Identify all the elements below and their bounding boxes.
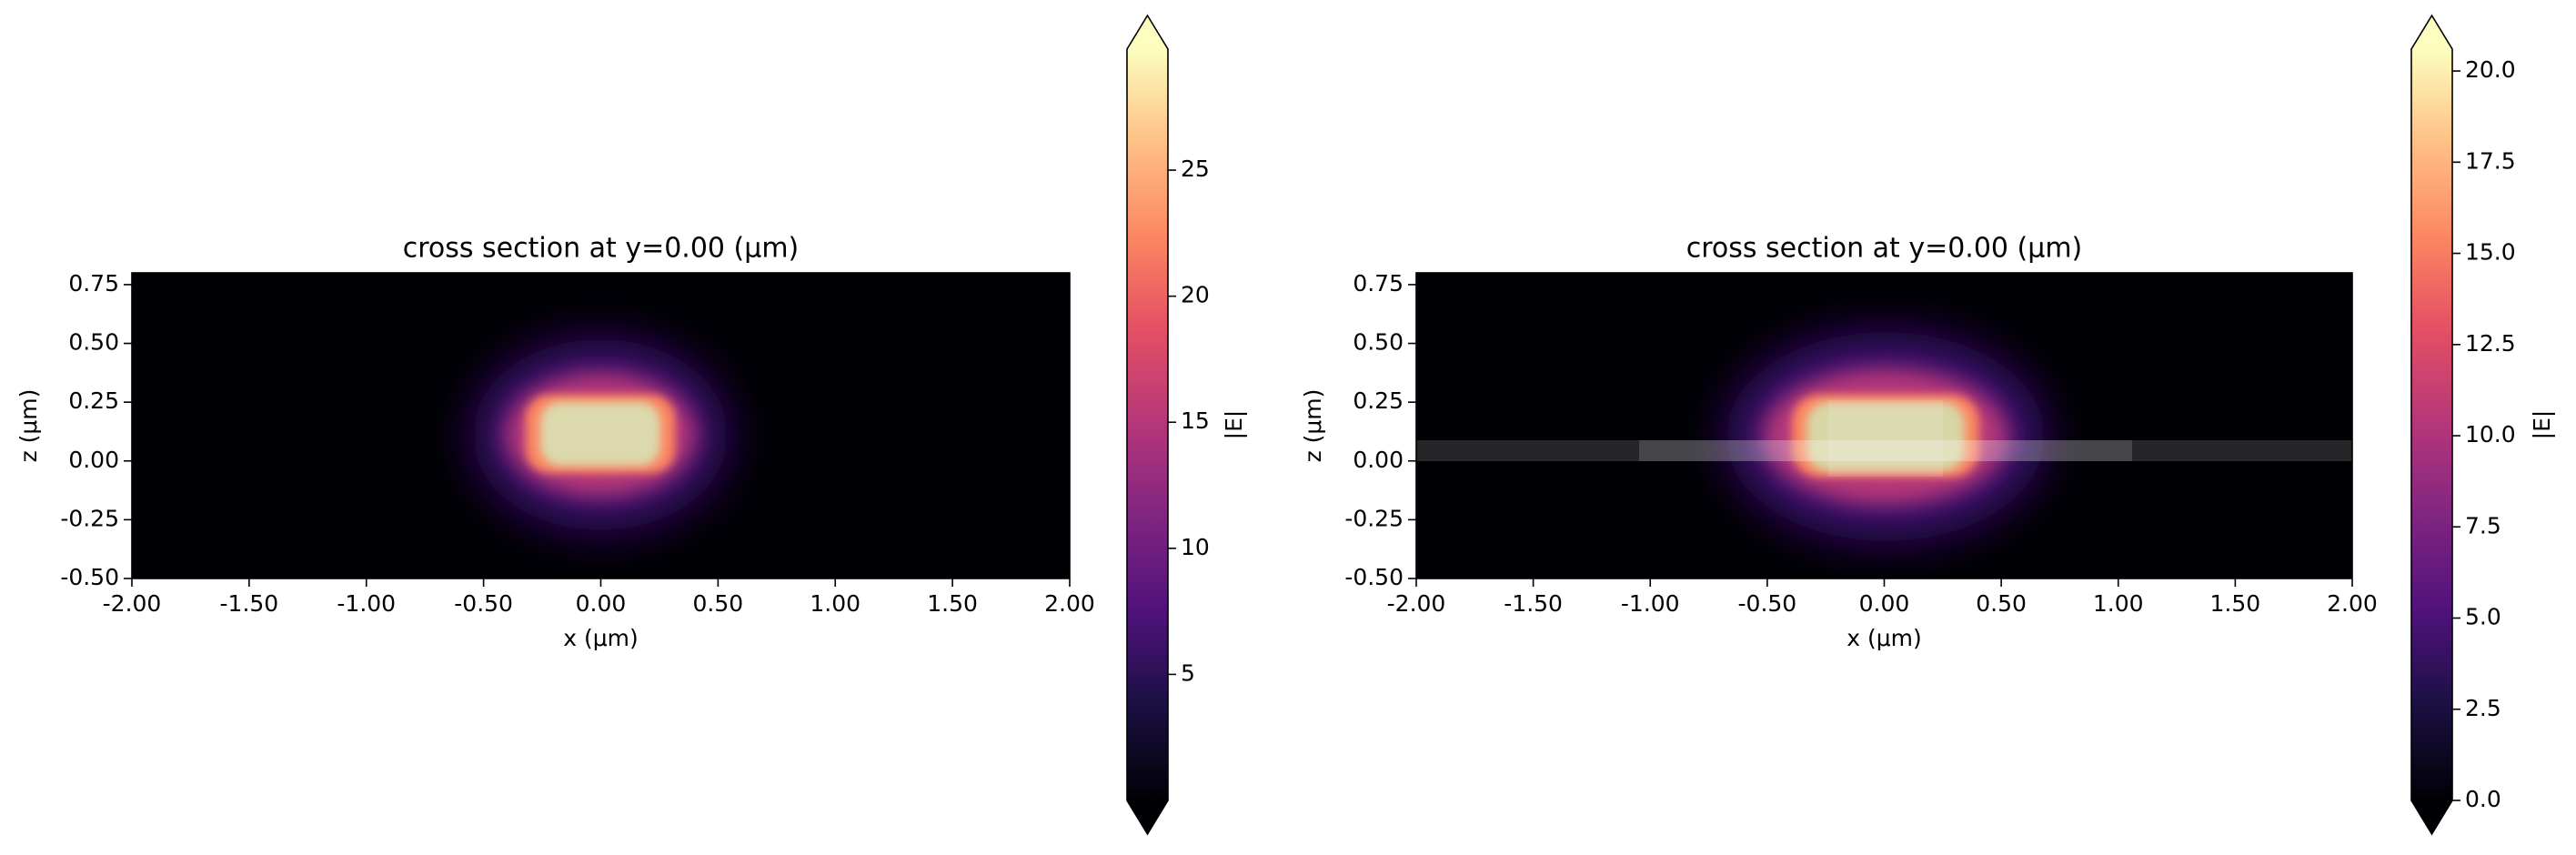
y-tick-label: -0.25 [60,505,119,531]
colorbar-extend-min [1127,800,1168,834]
y-tick-label: 0.50 [1353,329,1404,356]
colorbar-tick-label: 10 [1181,534,1210,560]
y-axis-label: z (μm) [15,389,42,463]
chart-title: cross section at y=0.00 (μm) [1686,233,2083,265]
x-axis-label: x (μm) [563,625,639,651]
chart-title: cross section at y=0.00 (μm) [403,233,800,265]
x-tick-label: 0.50 [1976,590,2027,617]
x-tick-label: -2.00 [1387,590,1446,617]
colorbar-outline [1126,14,1169,836]
colorbar-tick-label: 17.5 [2465,147,2516,174]
y-axis-label: z (μm) [1300,389,1326,463]
y-tick-label: 0.00 [1353,447,1404,473]
colorbar-extend-max [2411,15,2452,49]
colorbar-tick-label: 20.0 [2465,56,2516,83]
x-tick-label: -1.00 [337,590,396,617]
x-tick-label: -1.00 [1621,590,1680,617]
x-tick-label: 0.50 [693,590,744,617]
colorbar [2411,49,2452,800]
y-tick-label: 0.25 [68,387,119,414]
colorbar-tick-label: 0.0 [2465,786,2501,812]
x-tick-label: 1.50 [927,590,978,617]
x-tick-label: -0.50 [1738,590,1797,617]
y-tick-label: 0.75 [68,270,119,297]
colorbar-tick-label: 5.0 [2465,604,2501,630]
x-tick-label: -1.50 [220,590,279,617]
colorbar-label: |E| [1221,410,1247,440]
colorbar-extend-max [1127,15,1168,49]
x-tick-label: 1.50 [2210,590,2261,617]
x-tick-label: 0.00 [576,590,627,617]
colorbar-tick-label: 5 [1181,659,1195,686]
colorbar [1127,49,1168,800]
colorbar-tick-label: 15.0 [2465,239,2516,266]
y-tick-label: 0.75 [1353,270,1404,297]
colorbar-extend-min [2411,800,2452,834]
x-tick-label: 2.00 [2327,590,2378,617]
colorbar-tick-label: 7.5 [2465,512,2501,538]
x-tick-label: -1.50 [1504,590,1563,617]
x-tick-label: 1.00 [810,590,860,617]
colorbar-label: |E| [2529,410,2555,440]
colorbar-tick-label: 15 [1181,407,1210,434]
colorbar-tick-label: 10.0 [2465,421,2516,448]
y-tick-label: -0.25 [1344,505,1404,531]
y-tick-label: -0.50 [1344,564,1404,590]
colorbar-tick-label: 20 [1181,282,1210,308]
x-tick-label: -0.50 [454,590,513,617]
field-image [132,273,1070,578]
y-tick-label: -0.50 [60,564,119,590]
colorbar-tick-label: 25 [1181,156,1210,182]
colorbar-tick-label: 2.5 [2465,695,2501,721]
x-tick-label: -2.00 [103,590,162,617]
field-image [1416,273,2352,578]
y-tick-label: 0.00 [68,447,119,473]
colorbar-tick-label: 12.5 [2465,330,2516,357]
x-axis-label: x (μm) [1846,625,1922,651]
y-tick-label: 0.50 [68,329,119,356]
x-tick-label: 1.00 [2093,590,2144,617]
y-tick-label: 0.25 [1353,387,1404,414]
x-tick-label: 0.00 [1859,590,1910,617]
x-tick-label: 2.00 [1044,590,1095,617]
